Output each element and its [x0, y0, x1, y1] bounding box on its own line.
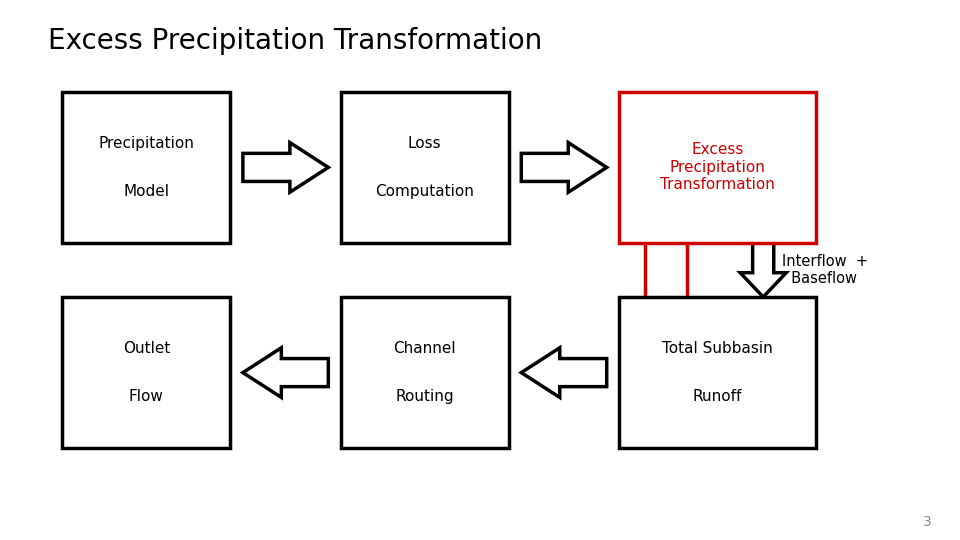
Polygon shape — [740, 243, 786, 297]
Polygon shape — [521, 143, 607, 192]
Text: Flow: Flow — [129, 389, 164, 404]
FancyBboxPatch shape — [619, 92, 816, 243]
Text: Channel: Channel — [394, 341, 456, 356]
Text: Routing: Routing — [396, 389, 454, 404]
Text: Precipitation: Precipitation — [99, 136, 194, 151]
FancyBboxPatch shape — [619, 297, 816, 448]
Polygon shape — [243, 143, 328, 192]
Text: Loss: Loss — [408, 136, 442, 151]
Text: Excess
Precipitation
Transformation: Excess Precipitation Transformation — [660, 143, 775, 192]
FancyBboxPatch shape — [341, 297, 509, 448]
Text: Excess Precipitation Transformation: Excess Precipitation Transformation — [48, 27, 542, 55]
Text: Runoff: Runoff — [693, 389, 742, 404]
Text: 3: 3 — [923, 515, 931, 529]
Polygon shape — [243, 348, 328, 397]
Text: Model: Model — [124, 184, 169, 199]
Polygon shape — [521, 348, 607, 397]
Text: Interflow  +
  Baseflow: Interflow + Baseflow — [782, 254, 869, 286]
Text: Outlet: Outlet — [123, 341, 170, 356]
FancyBboxPatch shape — [341, 92, 509, 243]
FancyBboxPatch shape — [62, 92, 230, 243]
FancyBboxPatch shape — [62, 297, 230, 448]
Text: Total Subbasin: Total Subbasin — [662, 341, 773, 356]
Text: Computation: Computation — [375, 184, 474, 199]
